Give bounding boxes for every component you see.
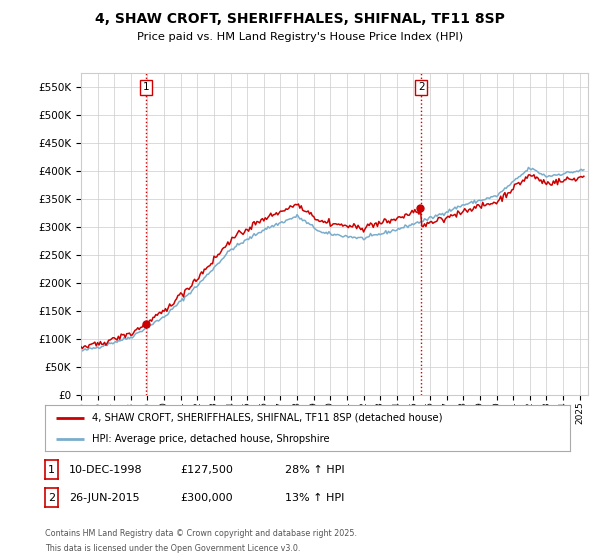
Text: 4, SHAW CROFT, SHERIFFHALES, SHIFNAL, TF11 8SP (detached house): 4, SHAW CROFT, SHERIFFHALES, SHIFNAL, TF… <box>92 413 443 423</box>
Text: 1: 1 <box>143 82 149 92</box>
Text: 2: 2 <box>418 82 424 92</box>
Text: 4, SHAW CROFT, SHERIFFHALES, SHIFNAL, TF11 8SP: 4, SHAW CROFT, SHERIFFHALES, SHIFNAL, TF… <box>95 12 505 26</box>
Text: 1: 1 <box>48 465 55 474</box>
Text: This data is licensed under the Open Government Licence v3.0.: This data is licensed under the Open Gov… <box>45 544 301 553</box>
Text: 10-DEC-1998: 10-DEC-1998 <box>69 465 143 474</box>
Text: Contains HM Land Registry data © Crown copyright and database right 2025.: Contains HM Land Registry data © Crown c… <box>45 529 357 538</box>
Text: Price paid vs. HM Land Registry's House Price Index (HPI): Price paid vs. HM Land Registry's House … <box>137 32 463 43</box>
Text: £300,000: £300,000 <box>180 493 233 502</box>
Text: £127,500: £127,500 <box>180 465 233 474</box>
Text: HPI: Average price, detached house, Shropshire: HPI: Average price, detached house, Shro… <box>92 435 330 444</box>
Text: 2: 2 <box>48 493 55 502</box>
Text: 13% ↑ HPI: 13% ↑ HPI <box>285 493 344 502</box>
Text: 28% ↑ HPI: 28% ↑ HPI <box>285 465 344 474</box>
Text: 26-JUN-2015: 26-JUN-2015 <box>69 493 140 502</box>
